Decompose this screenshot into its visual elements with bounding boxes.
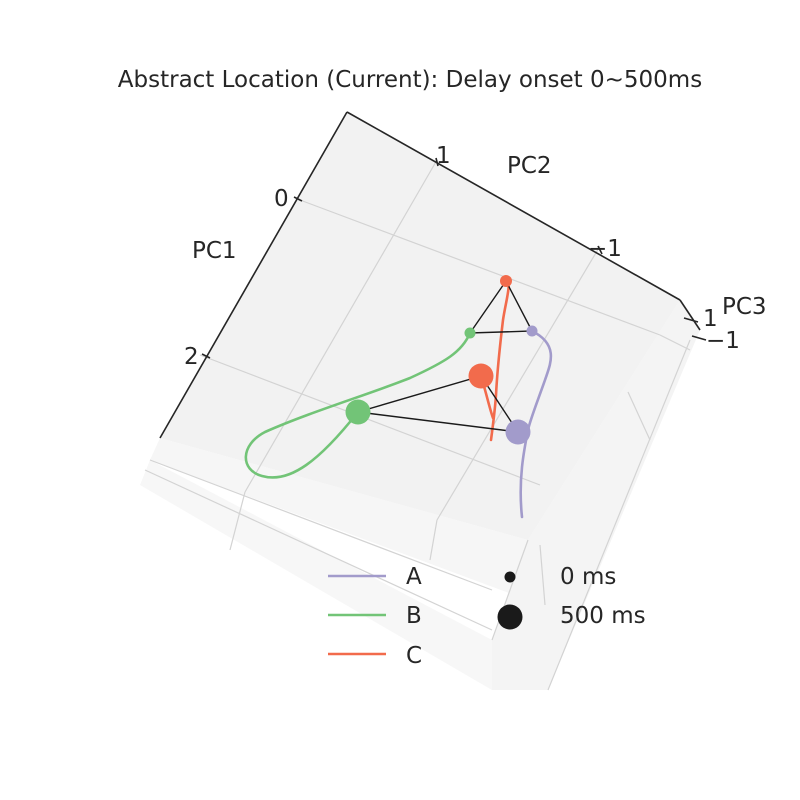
pc3-tick-label-m1: −1	[706, 328, 740, 354]
legend: A B C 0 ms 500 ms	[328, 564, 646, 669]
trajectories	[244, 279, 553, 519]
pc3-tick-label-1: 1	[703, 306, 718, 332]
legend-label-500ms: 500 ms	[560, 603, 646, 629]
pc3-axis-label: PC3	[722, 294, 767, 320]
series-a-trajectory	[519, 329, 553, 519]
series-b-marker-500ms	[345, 399, 371, 425]
pc3-tick-2	[691, 335, 707, 341]
legend-marker-500ms	[497, 604, 523, 630]
pc1-tick-2	[201, 353, 211, 359]
legend-marker-0ms	[504, 571, 516, 583]
chart-title: Abstract Location (Current): Delay onset…	[118, 67, 702, 93]
legend-label-c: C	[406, 643, 422, 669]
series-b-trajectory	[244, 331, 472, 479]
pc1-axis-line	[159, 111, 348, 439]
series-a-marker-0ms	[526, 325, 538, 337]
pc2-tick-label-m1: −1	[588, 236, 622, 262]
floor-pane	[160, 112, 680, 540]
series-b-marker-0ms	[464, 327, 476, 339]
legend-label-0ms: 0 ms	[560, 564, 616, 590]
triangle-0ms	[468, 279, 534, 334]
axis-lines	[159, 111, 707, 439]
series-c-marker-500ms	[468, 363, 494, 389]
series-a-marker-500ms	[505, 419, 531, 445]
markers	[345, 275, 538, 445]
pc2-tick-label-1: 1	[436, 143, 451, 169]
front-wall-left	[150, 438, 528, 600]
pc1-axis-label: PC1	[192, 238, 237, 264]
pc2-tick-m1	[597, 245, 603, 255]
pc1-tick-label-2: 2	[184, 344, 199, 370]
side-wall-lower	[140, 460, 492, 690]
legend-label-b: B	[406, 603, 422, 629]
pc3-axis-line	[679, 299, 701, 331]
pc2-axis-label: PC2	[507, 153, 552, 179]
pc2-axis-line	[346, 111, 681, 301]
pc1-tick-0	[293, 196, 303, 202]
series-c-marker-0ms	[500, 275, 512, 287]
legend-label-a: A	[406, 564, 422, 590]
pc3-tick-1	[683, 317, 699, 323]
time-triangles	[357, 279, 534, 433]
pc2-tick-1	[435, 157, 439, 167]
pc1-tick-label-0: 0	[274, 186, 289, 212]
triangle-500ms	[357, 375, 520, 433]
grid-lines	[144, 159, 691, 691]
